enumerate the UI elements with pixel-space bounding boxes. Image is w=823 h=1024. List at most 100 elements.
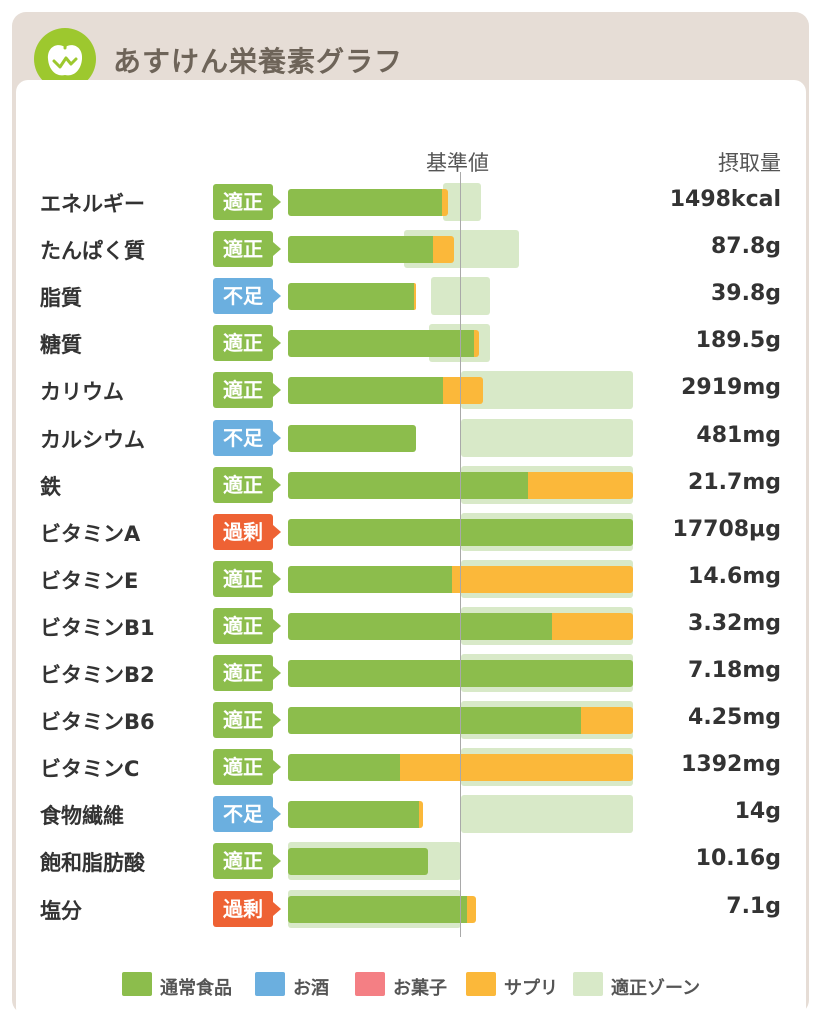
chart-row: たんぱく質 適正 87.8g	[0, 230, 823, 269]
chart-row: 塩分 過剰 7.1g	[0, 889, 823, 928]
nutrient-label: ビタミンA	[40, 521, 141, 546]
bar-normal-food	[288, 565, 452, 593]
bar-normal-food	[288, 895, 468, 923]
nutrient-label: ビタミンB6	[40, 710, 155, 735]
bar-supplement	[441, 189, 449, 216]
chart-row: エネルギー 適正 1498kcal	[0, 183, 823, 221]
bar-normal-food	[288, 612, 552, 640]
bar-supplement	[474, 330, 480, 358]
intake-value: 189.5g	[695, 328, 781, 354]
bar-normal-food	[288, 189, 442, 216]
status-badge: 不足	[213, 278, 281, 315]
legend-swatch-snack	[355, 972, 385, 996]
legend-swatch-supplement	[466, 972, 496, 996]
chart-row: ビタミンA 過剰 17708μg	[0, 512, 823, 551]
bar-supplement	[527, 471, 633, 499]
intake-value: 3.32mg	[688, 610, 781, 636]
legend-label-snack: お菓子	[393, 978, 447, 999]
nutrient-label: 糖質	[40, 333, 82, 358]
chart-row: 糖質 適正 189.5g	[0, 324, 823, 363]
intake-column-header: 摂取量	[718, 151, 781, 175]
zone-band	[460, 371, 633, 410]
intake-value: 14g	[734, 799, 781, 825]
bar-normal-food	[288, 754, 401, 782]
bar-normal-food	[288, 848, 428, 876]
legend-swatch-normal-food	[122, 972, 152, 996]
status-badge: 適正	[213, 231, 281, 268]
bar-supplement	[432, 236, 454, 264]
legend-label-normal-food: 通常食品	[160, 978, 232, 999]
legend-label-alcohol: お酒	[293, 978, 329, 999]
bar-supplement	[451, 565, 633, 593]
intake-value: 7.18mg	[688, 658, 781, 683]
bar-normal-food	[288, 801, 420, 829]
zone-band	[460, 795, 633, 834]
zone-band	[460, 418, 633, 457]
nutrient-label: 脂質	[40, 286, 82, 311]
intake-value: 87.8g	[710, 234, 781, 260]
nutrient-label: 飽和脂肪酸	[40, 851, 145, 876]
intake-value: 14.6mg	[688, 563, 781, 589]
bar-normal-food	[288, 236, 433, 264]
bar-supplement	[419, 801, 423, 829]
bar-supplement	[551, 612, 633, 640]
legend-swatch-zone	[573, 972, 603, 996]
status-badge: 適正	[213, 702, 281, 739]
legend: 通常食品 お酒 お菓子 サプリ 適正ゾーン	[0, 970, 823, 1000]
nutrient-label: 食物繊維	[40, 804, 124, 829]
chart-row: 脂質 不足 39.8g	[0, 277, 823, 316]
status-badge: 適正	[213, 607, 281, 644]
nutrient-label: カルシウム	[40, 427, 145, 452]
intake-value: 21.7mg	[688, 469, 781, 495]
chart-row: カリウム 適正 2919mg	[0, 371, 823, 410]
nutrient-label: 鉄	[40, 474, 61, 499]
status-badge: 適正	[213, 560, 281, 597]
bar-supplement	[467, 895, 477, 923]
intake-value: 4.25mg	[688, 705, 781, 731]
chart-row: 飽和脂肪酸 適正 10.16g	[0, 842, 823, 881]
chart-row: ビタミンC 適正 1392mg	[0, 748, 823, 787]
status-badge: 適正	[213, 184, 281, 220]
status-badge: 適正	[213, 466, 281, 503]
reference-column-header: 基準値	[426, 151, 489, 175]
status-badge: 適正	[213, 843, 281, 880]
status-badge: 過剰	[213, 513, 281, 550]
intake-value: 17708μg	[672, 516, 781, 542]
status-badge: 適正	[213, 325, 281, 362]
header: あすけん栄養素グラフ	[12, 12, 809, 90]
status-badge: 過剰	[213, 890, 281, 927]
chart-row: 鉄 適正 21.7mg	[0, 465, 823, 504]
chart-row: ビタミンE 適正 14.6mg	[0, 559, 823, 598]
legend-label-supplement: サプリ	[504, 978, 558, 999]
zone-band	[443, 183, 482, 221]
status-badge: 適正	[213, 655, 281, 691]
legend-label-zone: 適正ゾーン	[611, 978, 701, 999]
chart-row: カルシウム 不足 481mg	[0, 418, 823, 457]
nutrient-label: ビタミンE	[40, 568, 139, 593]
page-title: あすけん栄養素グラフ	[113, 45, 404, 78]
status-badge: 不足	[213, 419, 281, 456]
bar-normal-food	[288, 707, 582, 735]
legend-swatch-alcohol	[255, 972, 285, 996]
intake-value: 7.1g	[726, 893, 781, 919]
chart-row: ビタミンB6 適正 4.25mg	[0, 701, 823, 740]
chart-row: 食物繊維 不足 14g	[0, 795, 823, 834]
intake-value: 10.16g	[695, 846, 781, 872]
chart-row: ビタミンB1 適正 3.32mg	[0, 606, 823, 645]
bar-supplement	[413, 283, 416, 311]
nutrient-label: ビタミンC	[40, 757, 140, 782]
nutrient-label: ビタミンB2	[40, 663, 155, 687]
bar-normal-food	[288, 471, 528, 499]
nutrient-label: エネルギー	[40, 192, 145, 216]
nutrient-label: カリウム	[40, 380, 124, 405]
bar-supplement	[443, 377, 483, 405]
intake-value: 1498kcal	[669, 187, 781, 212]
status-badge: 適正	[213, 372, 281, 409]
intake-value: 481mg	[696, 422, 781, 448]
apple-icon	[34, 28, 96, 90]
status-badge: 不足	[213, 796, 281, 833]
chart-row: ビタミンB2 適正 7.18mg	[0, 654, 823, 692]
bar-normal-food	[288, 424, 416, 452]
bar-normal-food	[288, 330, 475, 358]
bar-supplement	[400, 754, 633, 782]
